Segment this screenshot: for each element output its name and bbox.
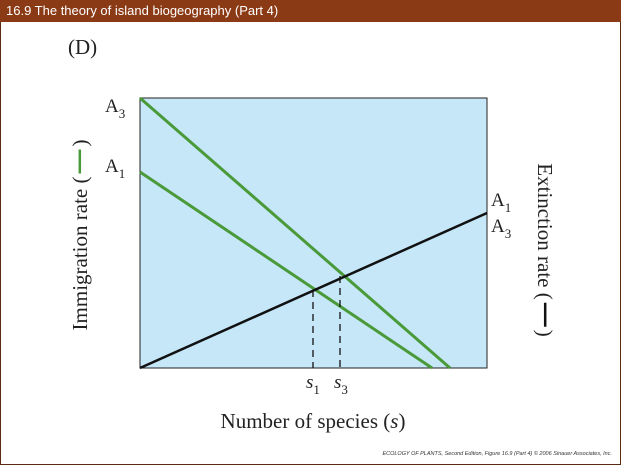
right-label: A1 bbox=[491, 190, 511, 215]
left-label: A3 bbox=[105, 96, 125, 121]
immigration-line-a1 bbox=[139, 170, 433, 370]
panel-label: (D) bbox=[68, 35, 97, 59]
header-bar bbox=[0, 0, 621, 22]
immigration-line-a3 bbox=[139, 96, 451, 370]
y-axis-label-group: Immigration rate () bbox=[68, 140, 92, 331]
x-marker: s1 bbox=[306, 372, 320, 397]
right-label: A3 bbox=[491, 216, 511, 241]
y-axis-label: Immigration rate () bbox=[68, 140, 92, 331]
x-marker: s3 bbox=[334, 372, 348, 397]
y2-axis-label: Extinction rate () bbox=[533, 163, 557, 336]
x-axis-label: Number of species (s) bbox=[221, 409, 406, 433]
header-title: 16.9 The theory of island biogeography (… bbox=[6, 3, 278, 18]
footer-credit: ECOLOGY OF PLANTS, Second Edition, Figur… bbox=[382, 450, 612, 457]
plot-area bbox=[139, 97, 488, 369]
y2-axis-label-group: Extinction rate () bbox=[533, 163, 557, 336]
left-label: A1 bbox=[105, 156, 125, 181]
